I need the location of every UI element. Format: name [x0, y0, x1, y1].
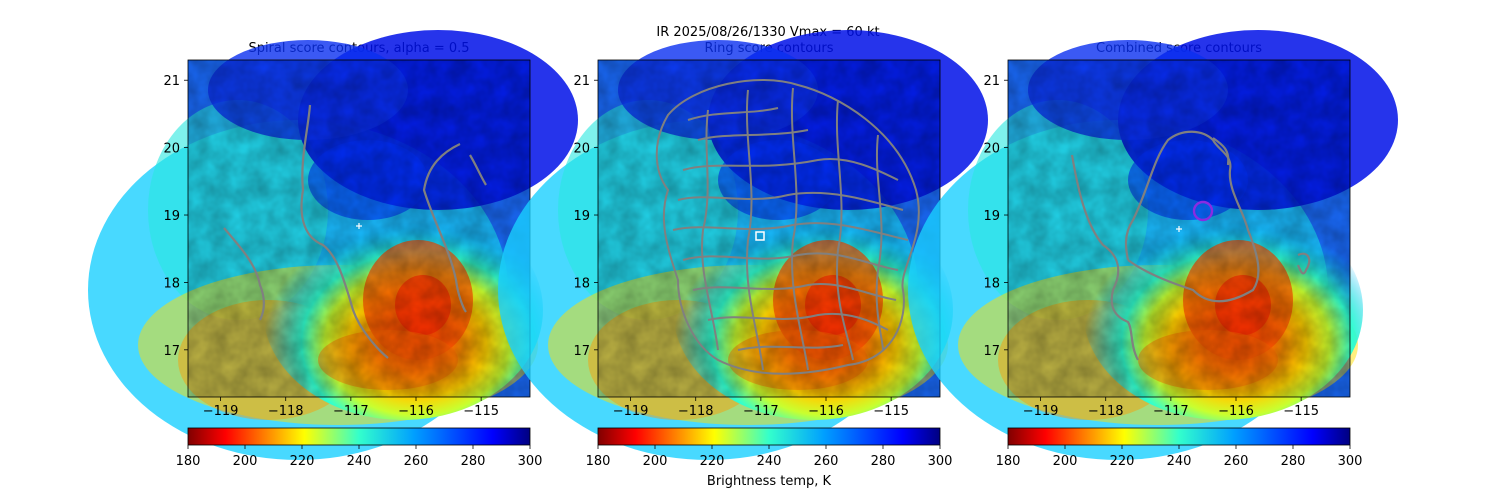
colorbar-ticks: 180 200 220 240 260 280 300 180 200 220 240 260 280 3…	[176, 445, 1363, 469]
y-tick-label: 21	[983, 74, 1000, 89]
combined-contours	[1070, 130, 1311, 361]
colorbar-tick-label: 180	[996, 454, 1021, 469]
marker-first-guess	[356, 223, 362, 229]
x-tick-label: −116	[808, 404, 844, 419]
y-tick-label: 18	[573, 276, 590, 291]
colorbar-tick-label: 280	[461, 454, 486, 469]
colorbar-tick-label: 280	[1281, 454, 1306, 469]
colorbar-label: Brightness temp, K	[707, 474, 832, 489]
panel-combined: Combined score contours	[908, 30, 1398, 460]
y-tick-label: 17	[573, 344, 590, 359]
colorbar-tick-label: 200	[1053, 454, 1078, 469]
x-tick-label: −115	[1283, 404, 1319, 419]
colorbar-tick-label: 180	[176, 454, 201, 469]
x-tick-label: −117	[1153, 404, 1189, 419]
colorbar-tick-label: 200	[643, 454, 668, 469]
colorbar-tick-label: 280	[871, 454, 896, 469]
panel-spiral: Spiral score contours, alpha = 0.5	[88, 30, 578, 460]
spiral-contour	[422, 143, 467, 313]
colorbar	[597, 427, 941, 446]
x-tick-label: −117	[743, 404, 779, 419]
colorbar-tick-label: 220	[1110, 454, 1135, 469]
y-tick-label: 19	[983, 209, 1000, 224]
spiral-contours	[223, 104, 487, 359]
ir-image	[88, 30, 578, 460]
y-tick-label: 20	[983, 142, 1000, 157]
colorbar-gradient	[187, 427, 531, 446]
y-tick-label: 21	[163, 74, 180, 89]
x-tick-label: −117	[333, 404, 369, 419]
colorbar-tick-label: 240	[757, 454, 782, 469]
colorbar-tick-label: 180	[586, 454, 611, 469]
colorbar	[1007, 427, 1351, 446]
ring-contours	[655, 79, 920, 375]
colorbar-tick-label: 220	[290, 454, 315, 469]
x-tick-label: −118	[678, 404, 714, 419]
colorbar	[187, 427, 531, 446]
x-tick-label: −118	[1088, 404, 1124, 419]
colorbar-tick-label: 240	[1167, 454, 1192, 469]
x-tick-label: −116	[1218, 404, 1254, 419]
colorbar-tick-label: 220	[700, 454, 725, 469]
marker-combined-center	[1192, 200, 1214, 222]
panel-ring: Ring score contours	[498, 30, 988, 460]
y-tick-label: 17	[163, 344, 180, 359]
y-tick-label: 17	[983, 344, 1000, 359]
colorbar-tick-label: 300	[1338, 454, 1363, 469]
colorbar-tick-label: 300	[518, 454, 543, 469]
y-tick-label: 19	[573, 209, 590, 224]
axes-frame	[1007, 59, 1351, 398]
x-tick-label: −119	[1023, 404, 1059, 419]
y-tick-label: 21	[573, 74, 590, 89]
y-tick-label: 19	[163, 209, 180, 224]
x-tick-label: −115	[463, 404, 499, 419]
colorbar-tick-label: 240	[347, 454, 372, 469]
spiral-contour	[469, 154, 487, 186]
x-tick-label: −116	[398, 404, 434, 419]
ring-contour-mesh	[672, 107, 909, 351]
marker-first-guess	[1176, 226, 1182, 232]
y-tick-label: 18	[983, 276, 1000, 291]
spiral-contour	[223, 227, 265, 321]
colorbar-tick-label: 260	[814, 454, 839, 469]
colorbar-tick-label: 260	[404, 454, 429, 469]
combined-contour	[1212, 137, 1230, 166]
x-tick-label: −119	[203, 404, 239, 419]
x-tick-label: −115	[873, 404, 909, 419]
combined-contour	[1070, 154, 1139, 361]
marker-ring-center	[755, 231, 765, 241]
y-tick-label: 20	[573, 142, 590, 157]
ring-contour-mesh	[701, 87, 884, 371]
colorbar-tick-label: 300	[928, 454, 953, 469]
axis-ticks: −119 −118 −117 −116 −115 17 18 19 20 21 −119 −118 −1…	[163, 74, 1319, 419]
combined-contour	[1296, 252, 1311, 275]
y-tick-label: 20	[163, 142, 180, 157]
ring-contour-outline	[655, 79, 920, 375]
combined-contour	[1124, 130, 1260, 303]
x-tick-label: −119	[613, 404, 649, 419]
colorbar-tick-label: 200	[233, 454, 258, 469]
colorbar-gradient	[597, 427, 941, 446]
y-tick-label: 18	[163, 276, 180, 291]
spiral-contour	[300, 104, 389, 359]
x-tick-label: −118	[268, 404, 304, 419]
colorbar-gradient	[1007, 427, 1351, 446]
colorbar-tick-label: 260	[1224, 454, 1249, 469]
